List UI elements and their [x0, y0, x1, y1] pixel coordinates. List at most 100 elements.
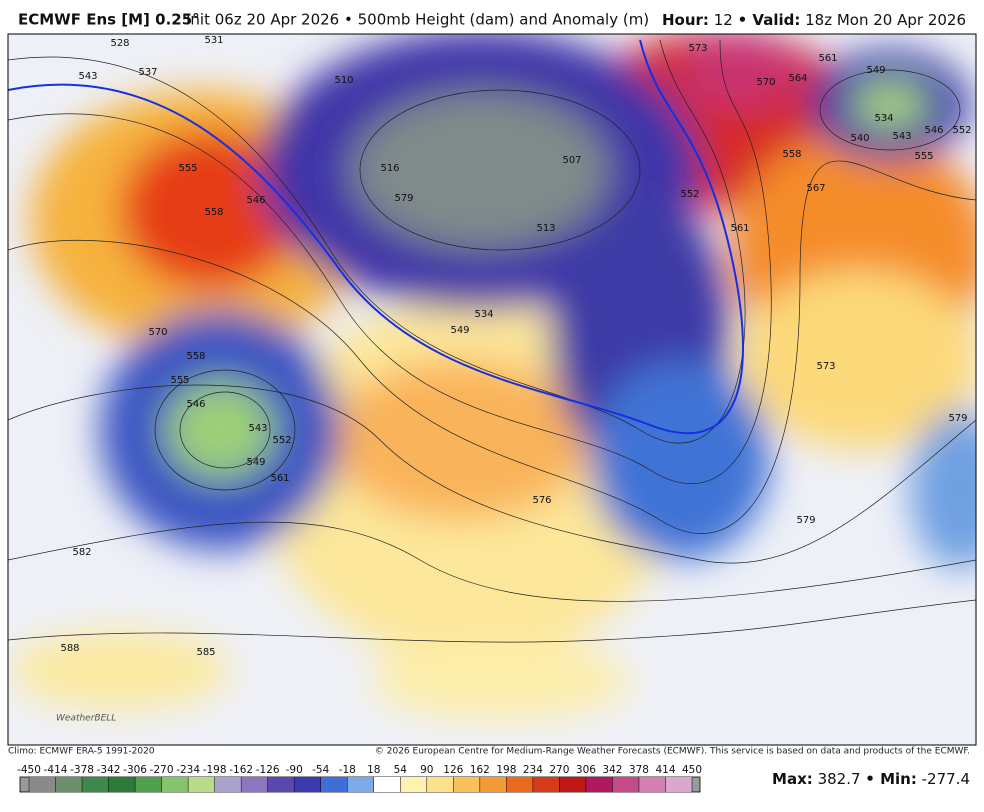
colorbar-segment: [665, 777, 692, 792]
colorbar-segment: [267, 777, 295, 792]
colorbar-segment: [294, 777, 321, 792]
colorbar-segment: [479, 777, 507, 792]
colorbar-tick-label: -414: [44, 764, 68, 776]
colorbar: -450 -414 -378 -342 -306 -270 -234 -198 -162 -126…: [17, 764, 702, 793]
contour-label: 570: [148, 327, 167, 338]
colorbar-tick-label: -378: [70, 764, 94, 776]
contour-label: 573: [688, 43, 707, 54]
colorbar-segment: [612, 777, 639, 792]
colorbar-segment: [532, 777, 560, 792]
climo-note: Climo: ECMWF ERA-5 1991-2020: [8, 747, 155, 757]
colorbar-tick-label: 18: [367, 764, 380, 776]
colorbar-segment: [453, 777, 480, 792]
colorbar-tick-label: 270: [549, 764, 569, 776]
contour-label: 561: [730, 223, 749, 234]
contour-label: 546: [186, 399, 205, 410]
min-value: -277.4: [922, 770, 970, 788]
contour-label: 558: [186, 351, 205, 362]
colorbar-tick-label: 162: [470, 764, 490, 776]
model-name: ECMWF Ens [M] 0.25°: [18, 11, 200, 29]
colorbar-tick-label: 126: [443, 764, 463, 776]
contour-label: 534: [874, 113, 893, 124]
highlight-contour: [8, 39, 744, 435]
map-frame: [7, 33, 977, 746]
contour-label: 543: [248, 423, 267, 434]
copyright: © 2026 European Centre for Medium-Range …: [375, 747, 970, 757]
colorbar-segment: [373, 777, 401, 792]
hour-label: Hour:: [662, 11, 709, 29]
colorbar-segment: [82, 777, 109, 792]
contour-label: 576: [532, 495, 551, 506]
colorbar-tick-label: -234: [176, 764, 200, 776]
valid-info: Hour: 12 • Valid: 18z Mon 20 Apr 2026: [662, 11, 966, 29]
colorbar-tick-label: -18: [339, 764, 356, 776]
contour-label: 561: [270, 473, 289, 484]
colorbar-tick-label: 378: [629, 764, 649, 776]
colorbar-tick-label: 234: [523, 764, 543, 776]
contour-label: 552: [680, 189, 699, 200]
contour-label: 516: [380, 163, 399, 174]
colorbar-segment: [347, 777, 374, 792]
colorbar-segment: [559, 777, 586, 792]
colorbar-segment: [320, 777, 348, 792]
colorbar-tick-label: -270: [150, 764, 174, 776]
colorbar-segment: [214, 777, 242, 792]
valid: 18z Mon 20 Apr 2026: [805, 11, 966, 29]
colorbar-tick-label: 450: [682, 764, 702, 776]
max-min: Max: 382.7 • Min: -277.4: [772, 770, 970, 788]
contour-label: 558: [204, 207, 223, 218]
contour-label: 531: [204, 35, 223, 46]
contour-label: 540: [850, 133, 869, 144]
colorbar-segment: [188, 777, 215, 792]
contour-label: 549: [866, 65, 885, 76]
contour-label: 510: [334, 75, 353, 86]
hour: 12: [714, 11, 733, 29]
contour-label: 564: [788, 73, 807, 84]
colorbar-segment: [400, 777, 427, 792]
contour-label: 534: [474, 309, 493, 320]
colorbar-tick-label: 306: [576, 764, 596, 776]
contour-label: 567: [806, 183, 825, 194]
contour-label: 579: [796, 515, 815, 526]
contour-label: 582: [72, 547, 91, 558]
contour-label: 573: [816, 361, 835, 372]
colorbar-tick-label: -198: [203, 764, 227, 776]
colorbar-tick-label: -54: [312, 764, 329, 776]
contour-label: 543: [78, 71, 97, 82]
contour-label: 588: [60, 643, 79, 654]
colorbar-segment: [426, 777, 454, 792]
contour-label: 552: [272, 435, 291, 446]
contour-label: 585: [196, 647, 215, 658]
colorbar-tick-label: -90: [286, 764, 303, 776]
contour-label: 543: [892, 131, 911, 142]
colorbar-segment: [585, 777, 613, 792]
colorbar-tick-label: 342: [602, 764, 622, 776]
contour-label: 513: [536, 223, 555, 234]
contour-label: 507: [562, 155, 581, 166]
map: 528 537 543 531 555 558 546 570 558 555 546 543 552 5…: [8, 34, 976, 745]
colorbar-segment: [108, 777, 136, 792]
contour-label: 549: [246, 457, 265, 468]
contour-label: 537: [138, 67, 157, 78]
contour-label: 579: [948, 413, 967, 424]
contour-label: 528: [110, 38, 129, 49]
colorbar-tick-label: -306: [123, 764, 147, 776]
colorbar-segment: [506, 777, 533, 792]
colorbar-segment: [55, 777, 83, 792]
colorbar-tick-label: -342: [97, 764, 121, 776]
colorbar-segment: [29, 777, 56, 792]
contour-label: 558: [782, 149, 801, 160]
colorbar-tick-label: 198: [496, 764, 516, 776]
contour-label: 546: [246, 195, 265, 206]
contour-label: 546: [924, 125, 943, 136]
max-value: 382.7: [818, 770, 861, 788]
colorbar-tick-label: 54: [394, 764, 408, 776]
colorbar-tick-label: 414: [655, 764, 675, 776]
contour-label: 552: [952, 125, 971, 136]
logo: WeatherBELL: [56, 714, 116, 724]
contour-label: 561: [818, 53, 837, 64]
max-label: Max:: [772, 770, 813, 788]
contour-label: 549: [450, 325, 469, 336]
colorbar-tick-label: -450: [17, 764, 41, 776]
